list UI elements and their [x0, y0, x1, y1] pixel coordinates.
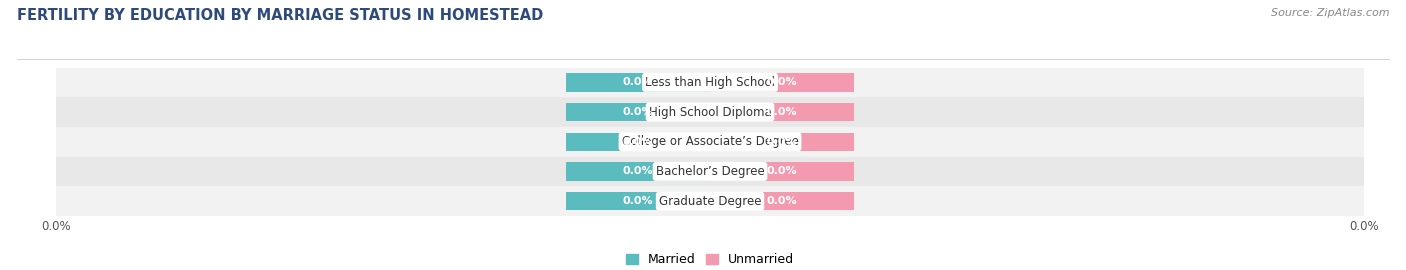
Text: 0.0%: 0.0% — [623, 166, 654, 177]
Text: 0.0%: 0.0% — [623, 107, 654, 117]
Bar — [710, 133, 853, 151]
Bar — [710, 73, 853, 92]
Bar — [56, 127, 1364, 157]
Bar — [56, 68, 1364, 97]
Bar — [710, 192, 853, 210]
Bar — [710, 103, 853, 121]
Text: 0.0%: 0.0% — [623, 137, 654, 147]
Text: 0.0%: 0.0% — [623, 196, 654, 206]
Bar — [56, 186, 1364, 216]
Bar — [567, 192, 710, 210]
Text: Graduate Degree: Graduate Degree — [659, 195, 761, 208]
Bar — [567, 162, 710, 181]
Legend: Married, Unmarried: Married, Unmarried — [626, 253, 794, 266]
Text: Source: ZipAtlas.com: Source: ZipAtlas.com — [1271, 8, 1389, 18]
Bar — [567, 73, 710, 92]
Text: 0.0%: 0.0% — [766, 77, 797, 87]
Text: Bachelor’s Degree: Bachelor’s Degree — [655, 165, 765, 178]
Text: Less than High School: Less than High School — [645, 76, 775, 89]
Bar — [56, 157, 1364, 186]
Bar — [56, 97, 1364, 127]
Bar — [567, 103, 710, 121]
Bar — [567, 133, 710, 151]
Text: High School Diploma: High School Diploma — [648, 106, 772, 119]
Text: FERTILITY BY EDUCATION BY MARRIAGE STATUS IN HOMESTEAD: FERTILITY BY EDUCATION BY MARRIAGE STATU… — [17, 8, 543, 23]
Text: 0.0%: 0.0% — [766, 196, 797, 206]
Text: College or Associate’s Degree: College or Associate’s Degree — [621, 135, 799, 148]
Text: 0.0%: 0.0% — [766, 137, 797, 147]
Text: 0.0%: 0.0% — [623, 77, 654, 87]
Text: 0.0%: 0.0% — [766, 166, 797, 177]
Text: 0.0%: 0.0% — [766, 107, 797, 117]
Bar — [710, 162, 853, 181]
